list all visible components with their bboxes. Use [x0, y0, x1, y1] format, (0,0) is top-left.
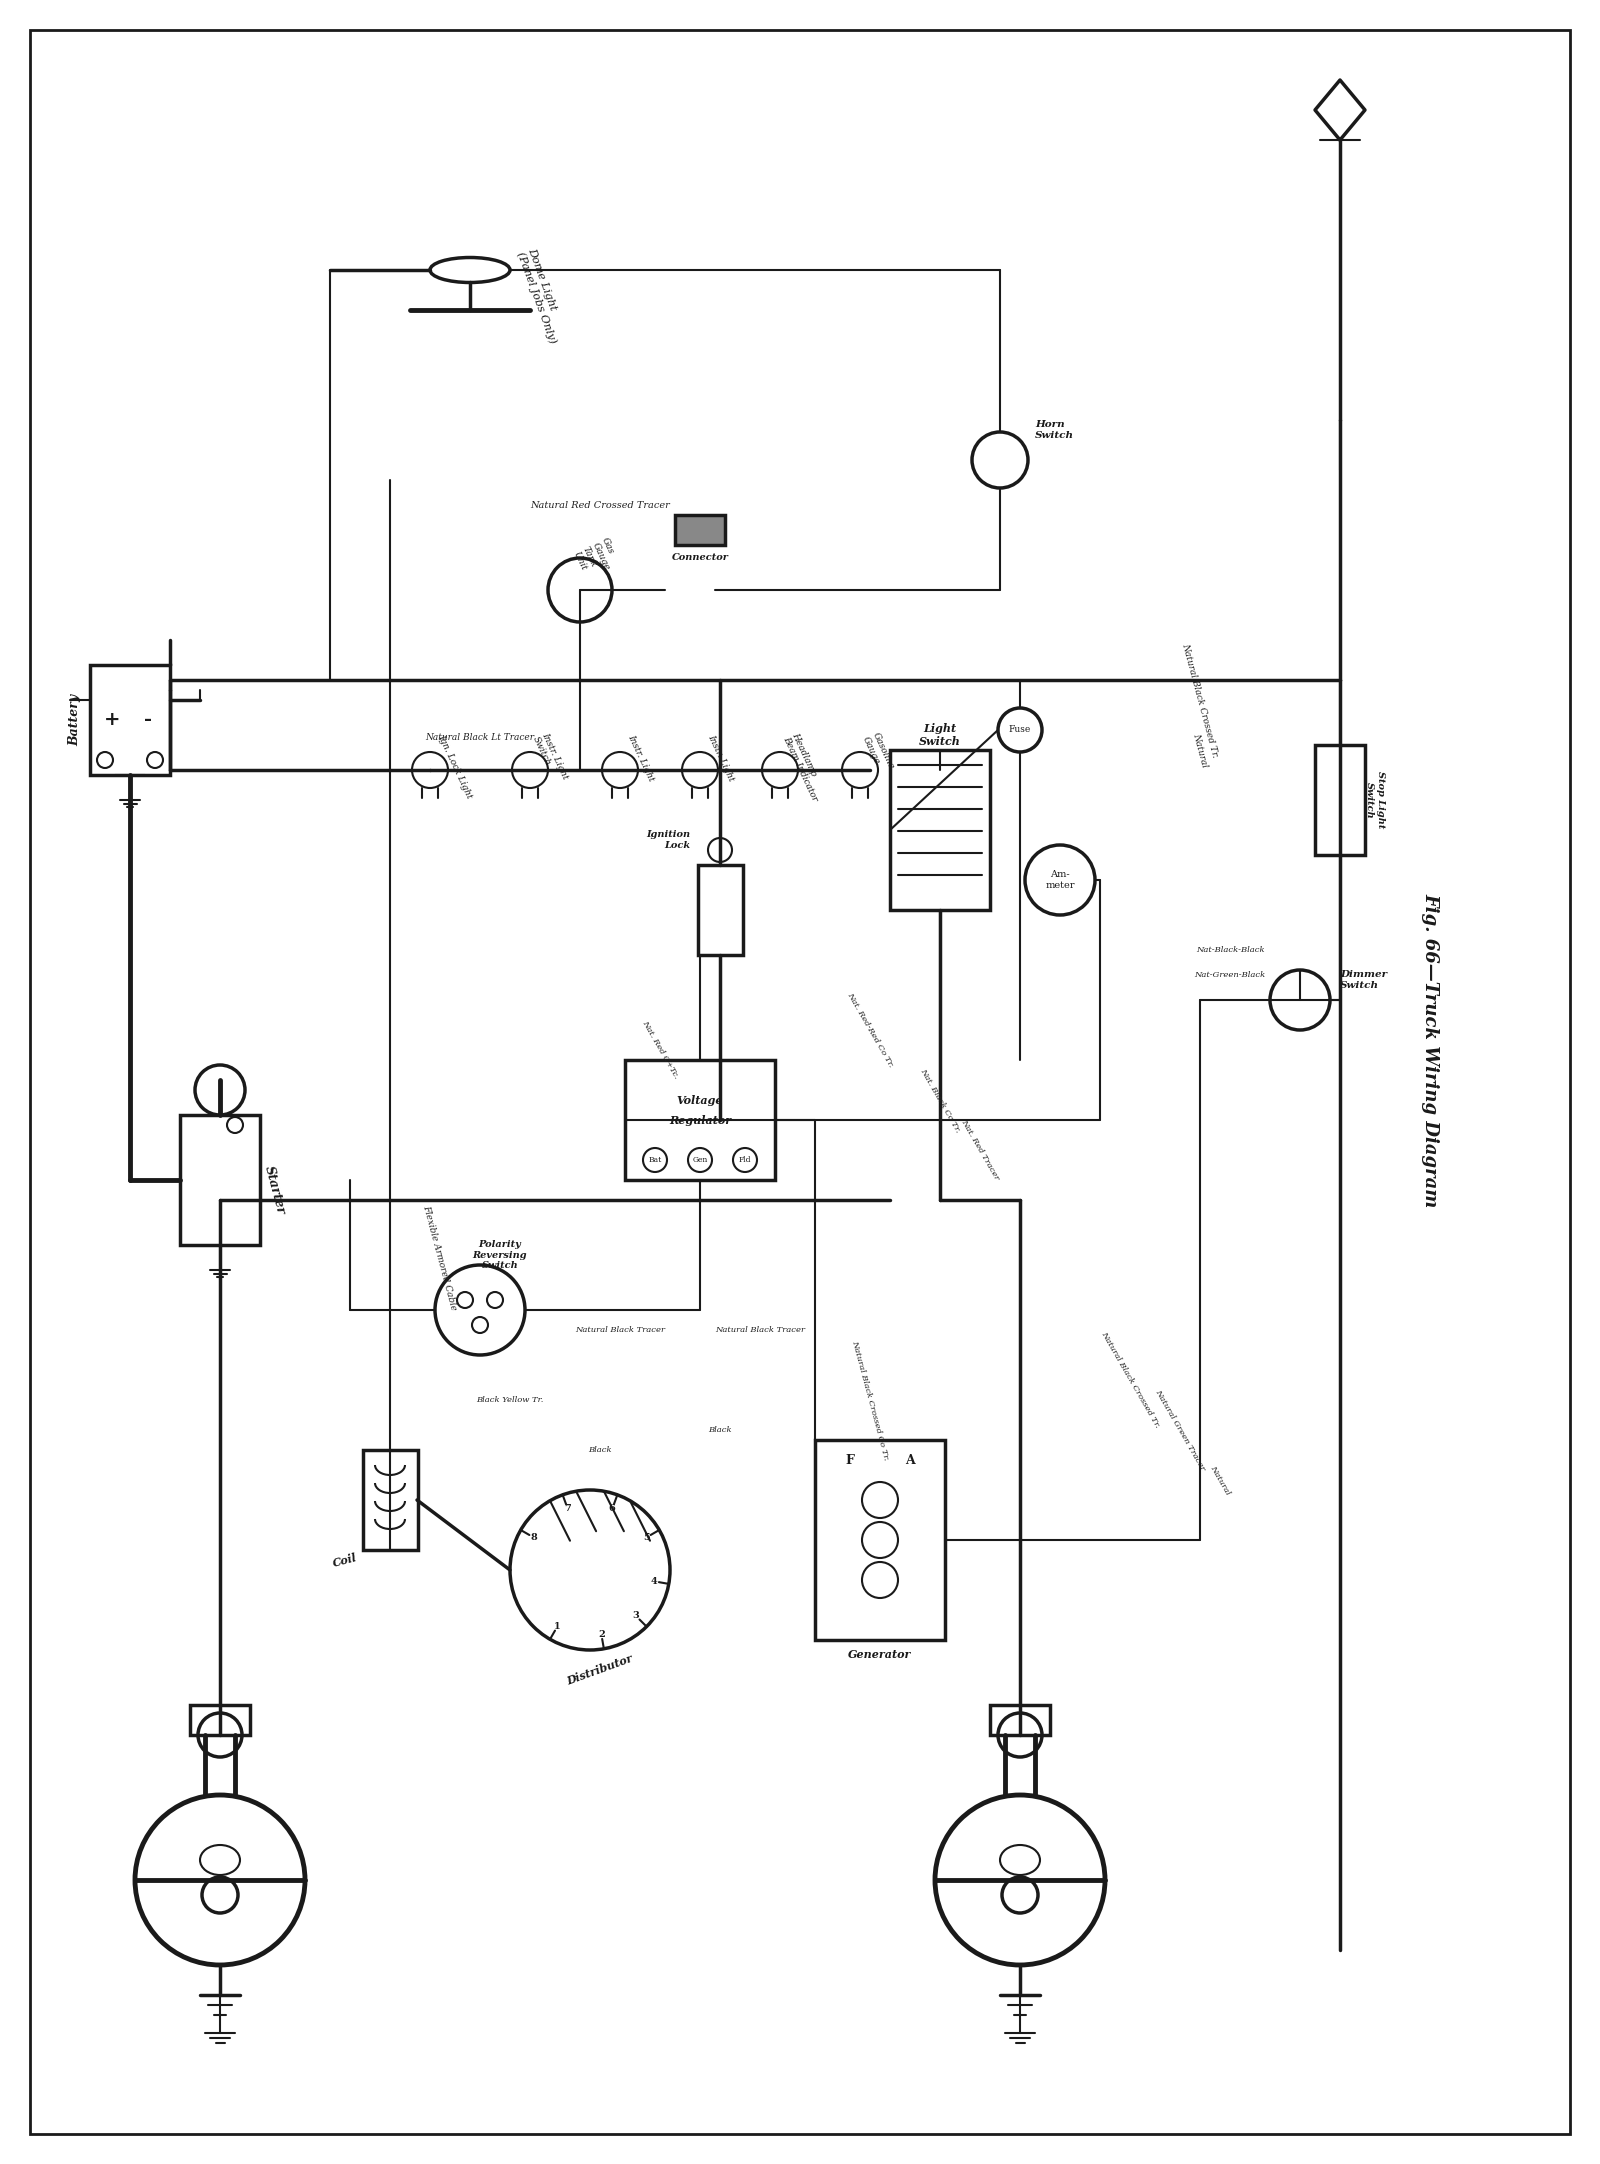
Text: Starter: Starter [262, 1164, 288, 1216]
Bar [363, 1450, 418, 1549]
Text: Black: Black [589, 1446, 611, 1454]
Text: +: + [104, 712, 120, 729]
Text: 2: 2 [598, 1629, 605, 1638]
Text: 5: 5 [643, 1532, 650, 1543]
Text: Black: Black [709, 1426, 731, 1435]
Text: Nat. Red Tracer: Nat. Red Tracer [960, 1119, 1000, 1182]
Text: Am-
meter: Am- meter [1045, 870, 1075, 889]
Text: Instr. Light
Switch: Instr. Light Switch [531, 731, 570, 786]
Text: Gen: Gen [693, 1156, 707, 1164]
Bar [1315, 744, 1365, 855]
Text: Nat-Green-Black: Nat-Green-Black [1194, 972, 1266, 978]
Text: Gasoline
Gauge: Gasoline Gauge [861, 731, 896, 775]
Text: Black Yellow Tr.: Black Yellow Tr. [477, 1396, 544, 1404]
Text: 7: 7 [565, 1504, 571, 1513]
Bar [626, 1060, 774, 1179]
Text: Bat: Bat [648, 1156, 662, 1164]
Text: Nat. Black Co Tr.: Nat. Black Co Tr. [918, 1067, 962, 1134]
Text: Stop Light
Switch: Stop Light Switch [1365, 770, 1384, 829]
Text: Natural Green Tracer: Natural Green Tracer [1154, 1387, 1206, 1472]
Bar [698, 866, 742, 954]
Text: Nat-Black-Black: Nat-Black-Black [1195, 946, 1264, 954]
Text: Distributor: Distributor [565, 1653, 635, 1688]
Text: Generator: Generator [848, 1649, 912, 1660]
Text: Fig. 66—Truck Wiring Diagram: Fig. 66—Truck Wiring Diagram [1421, 894, 1438, 1208]
Text: Gas
Gauge
Tank
Unit: Gas Gauge Tank Unit [571, 537, 621, 580]
Text: Regulator: Regulator [669, 1114, 731, 1125]
Text: 3: 3 [632, 1612, 640, 1621]
Text: Flexible Armored Cable: Flexible Armored Cable [422, 1205, 458, 1311]
Text: Coil: Coil [331, 1552, 358, 1569]
Text: Dome Light
(Panel Jobs Only): Dome Light (Panel Jobs Only) [515, 247, 568, 344]
Text: Natural Black Lt Tracer: Natural Black Lt Tracer [426, 734, 534, 742]
Text: Natural Black Crossed Co Tr.: Natural Black Crossed Co Tr. [850, 1340, 890, 1461]
Text: Voltage: Voltage [677, 1095, 723, 1106]
Bar [814, 1439, 946, 1640]
Bar [190, 1705, 250, 1736]
Bar [990, 1705, 1050, 1736]
Text: Nat. Red-Red Co Tr.: Nat. Red-Red Co Tr. [845, 991, 894, 1069]
Text: Natural Black Crossed Tr.: Natural Black Crossed Tr. [1099, 1331, 1162, 1430]
Text: Polarity
Reversing
Switch: Polarity Reversing Switch [472, 1240, 528, 1270]
Text: Nat. Red C+Tc.: Nat. Red C+Tc. [640, 1019, 680, 1080]
Text: Ignition
Lock: Ignition Lock [646, 831, 690, 850]
Bar [90, 664, 170, 775]
Bar [675, 515, 725, 545]
Bar [890, 751, 990, 911]
Text: -: - [144, 712, 152, 729]
Text: Connector: Connector [672, 552, 728, 560]
Text: Natural: Natural [1208, 1463, 1232, 1495]
Text: Natural: Natural [1190, 731, 1210, 768]
Text: F: F [845, 1454, 854, 1467]
Text: Fuse: Fuse [1010, 725, 1030, 734]
Text: Battery: Battery [69, 695, 82, 747]
Text: 4: 4 [651, 1578, 658, 1586]
Text: 8: 8 [530, 1532, 538, 1543]
Text: Instr. Light: Instr. Light [626, 734, 656, 783]
Text: Headlamp
Beam Indicator: Headlamp Beam Indicator [781, 731, 829, 803]
Text: 1: 1 [554, 1621, 562, 1632]
Text: A: A [906, 1454, 915, 1467]
Text: Dimmer
Switch: Dimmer Switch [1341, 969, 1387, 989]
Text: 6: 6 [610, 1504, 616, 1513]
Text: Horn
Switch: Horn Switch [1035, 420, 1074, 439]
Text: Light
Switch: Light Switch [918, 723, 962, 747]
Text: Natural Black Tracer: Natural Black Tracer [574, 1327, 666, 1333]
Text: Ign. Lock Light: Ign. Lock Light [435, 734, 474, 801]
Text: Natural Red Crossed Tracer: Natural Red Crossed Tracer [530, 500, 670, 509]
Text: Instr. Light: Instr. Light [706, 734, 736, 783]
Text: Natural Black Tracer: Natural Black Tracer [715, 1327, 805, 1333]
Bar [179, 1114, 259, 1244]
Text: Natural Black Crossed Tr.: Natural Black Crossed Tr. [1181, 643, 1219, 757]
Text: Fld: Fld [739, 1156, 752, 1164]
